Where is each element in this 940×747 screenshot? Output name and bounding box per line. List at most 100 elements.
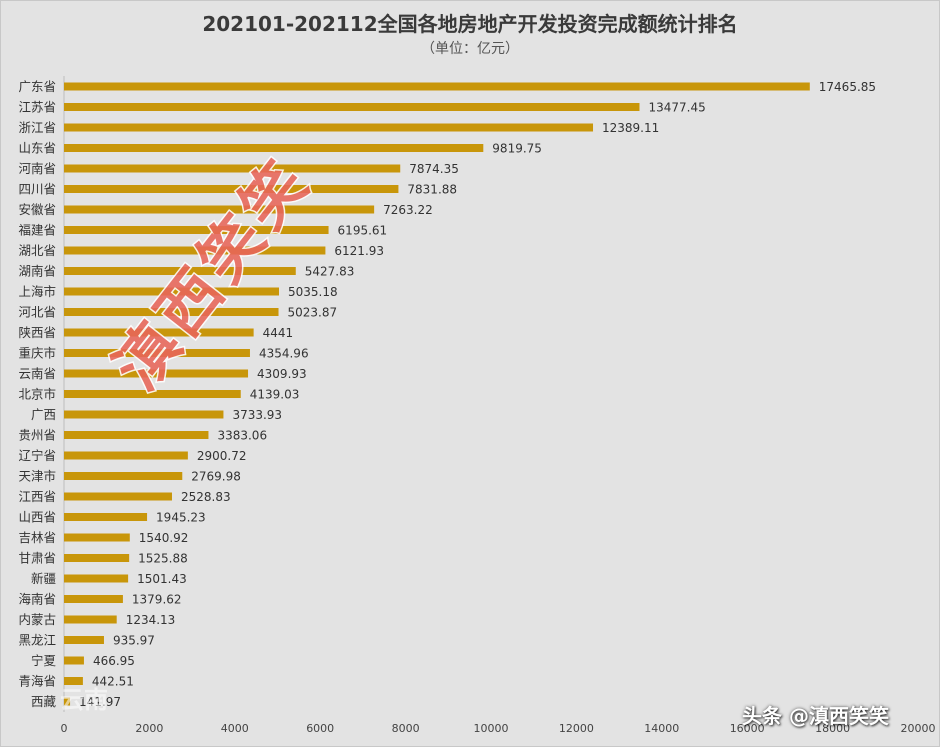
data-label: 13477.45 [648, 101, 705, 115]
x-tick-label: 8000 [392, 722, 420, 735]
category-label: 新疆 [31, 571, 56, 586]
category-label: 青海省 [18, 674, 56, 689]
data-label: 1501.43 [137, 572, 187, 586]
data-label: 3383.06 [217, 429, 267, 443]
x-tick-label: 0 [61, 722, 68, 735]
bar [64, 431, 209, 439]
category-label: 甘肃省 [18, 551, 56, 566]
bar [64, 533, 130, 542]
bar [64, 123, 594, 132]
data-label: 2900.72 [197, 449, 247, 463]
bar [64, 554, 130, 562]
bar [64, 205, 375, 214]
bar [64, 410, 224, 419]
data-label: 1234.13 [126, 613, 176, 627]
bar [64, 144, 484, 152]
category-label: 广东省 [18, 79, 56, 94]
data-label: 1379.62 [132, 593, 182, 607]
data-label: 466.95 [93, 654, 135, 668]
category-label: 海南省 [18, 592, 56, 607]
category-label: 河北省 [18, 305, 56, 320]
data-label: 4441 [263, 326, 294, 340]
data-label: 9819.75 [492, 142, 542, 156]
category-label: 陕西省 [18, 325, 56, 340]
category-label: 福建省 [18, 223, 56, 238]
category-label: 北京市 [18, 387, 56, 402]
bar [64, 615, 117, 624]
bar [64, 492, 172, 501]
x-tick-label: 2000 [135, 722, 163, 735]
bar [64, 103, 640, 111]
x-tick-label: 18000 [815, 722, 850, 735]
category-label: 西藏 [31, 694, 57, 709]
x-tick-label: 10000 [474, 722, 509, 735]
category-label: 黑龙江 [18, 633, 56, 648]
bar [64, 656, 84, 665]
data-label: 442.51 [92, 675, 134, 689]
bar [64, 697, 71, 706]
bar [64, 308, 279, 316]
x-tick-label: 20000 [901, 722, 936, 735]
bar [64, 267, 296, 275]
data-label: 4139.03 [250, 388, 300, 402]
category-label: 天津市 [18, 469, 56, 484]
data-label: 7263.22 [383, 203, 433, 217]
chart-title: 202101-202112全国各地房地产开发投资完成额统计排名 [202, 12, 738, 36]
category-label: 云南省 [18, 366, 56, 381]
data-label: 7874.35 [409, 162, 459, 176]
chart-subtitle: （单位：亿元） [421, 41, 519, 57]
data-label: 141.97 [79, 695, 121, 709]
category-label: 河南省 [18, 161, 56, 176]
bar [64, 677, 83, 685]
category-label: 宁夏 [31, 653, 57, 668]
bar [64, 369, 249, 378]
data-label: 5427.83 [305, 265, 355, 279]
data-label: 4309.93 [257, 367, 307, 381]
category-label: 山东省 [18, 141, 56, 156]
category-label: 四川省 [18, 182, 56, 197]
category-label: 贵州省 [18, 428, 56, 443]
data-label: 6195.61 [338, 224, 388, 238]
bar [64, 164, 401, 173]
data-label: 1945.23 [156, 511, 206, 525]
bar [64, 226, 329, 234]
bar [64, 513, 148, 521]
data-label: 2528.83 [181, 490, 231, 504]
category-label: 山西省 [18, 510, 56, 525]
category-label: 辽宁省 [18, 448, 56, 463]
bar [64, 451, 188, 460]
bar [64, 595, 123, 603]
data-label: 7831.88 [407, 183, 457, 197]
bar [64, 82, 810, 91]
category-label: 上海市 [18, 284, 56, 299]
bar [64, 185, 399, 193]
bar [64, 246, 326, 255]
bar [64, 574, 129, 583]
data-label: 4354.96 [259, 347, 309, 361]
data-label: 17465.85 [819, 80, 876, 94]
category-label: 浙江省 [18, 120, 56, 135]
bar [64, 472, 183, 480]
category-label: 内蒙古 [18, 612, 56, 627]
x-tick-label: 12000 [559, 722, 594, 735]
data-label: 5023.87 [288, 306, 338, 320]
bar [64, 287, 280, 296]
author-watermark: 头条 @滇西笑笑 [742, 704, 889, 728]
data-label: 12389.11 [602, 121, 659, 135]
data-label: 6121.93 [334, 244, 384, 258]
category-label: 广西 [31, 407, 56, 422]
category-label: 重庆市 [18, 346, 56, 361]
x-tick-label: 6000 [306, 722, 334, 735]
x-tick-label: 14000 [644, 722, 679, 735]
data-label: 3733.93 [232, 408, 282, 422]
data-label: 1525.88 [138, 552, 188, 566]
bar [64, 349, 250, 357]
data-label: 1540.92 [139, 531, 189, 545]
data-label: 935.97 [113, 634, 155, 648]
faint-watermark: 云南 [60, 686, 108, 714]
bar [64, 328, 254, 337]
category-label: 湖南省 [18, 264, 56, 279]
x-tick-label: 16000 [730, 722, 765, 735]
data-label: 5035.18 [288, 285, 338, 299]
